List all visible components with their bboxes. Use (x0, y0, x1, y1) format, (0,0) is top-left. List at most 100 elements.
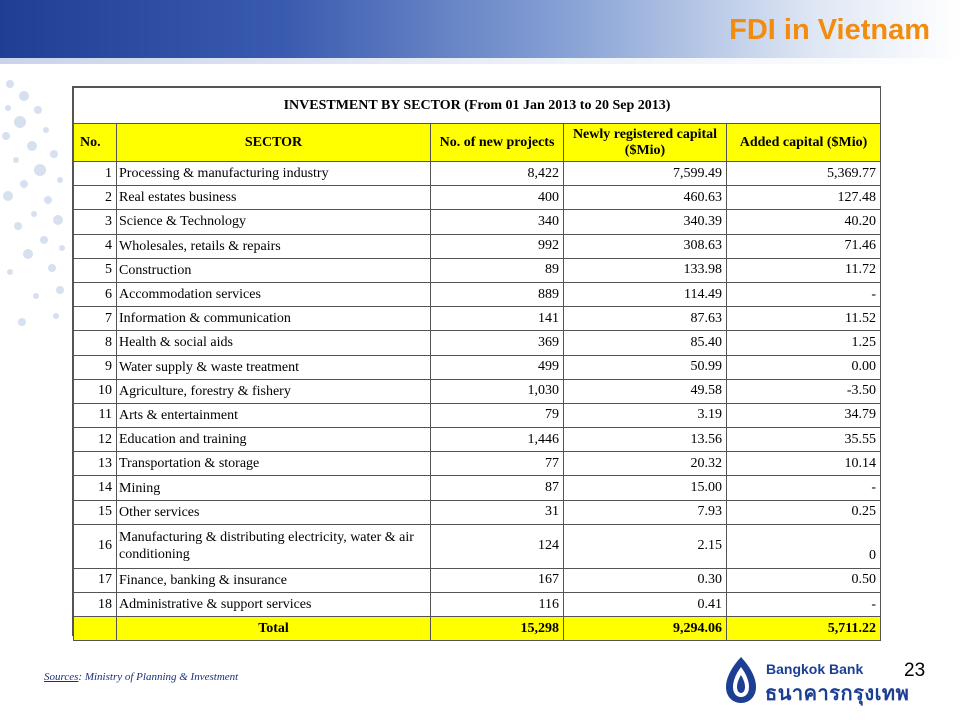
row-no: 14 (73, 475, 117, 501)
row-added-capital: 34.79 (726, 402, 881, 429)
row-registered-capital: 340.39 (563, 209, 727, 235)
row-sector: Agriculture, forestry & fishery (116, 378, 431, 404)
table-row: 5 Construction 89 133.98 11.72 (73, 257, 881, 283)
table-header-row: No. SECTOR No. of new projects Newly reg… (73, 123, 881, 162)
table-row: 2 Real estates business 400 460.63 127.48 (73, 185, 881, 211)
sources-label: Sources (44, 671, 79, 683)
row-registered-capital: 15.00 (563, 475, 727, 501)
row-registered-capital: 7,599.49 (563, 160, 727, 187)
row-sector: Education and training (116, 427, 431, 453)
row-new-projects: 889 (430, 281, 564, 308)
row-sector: Health & social aids (116, 330, 431, 356)
row-registered-capital: 50.99 (563, 354, 727, 380)
row-added-capital: - (726, 281, 881, 308)
row-new-projects: 141 (430, 306, 564, 332)
row-new-projects: 89 (430, 257, 564, 283)
row-registered-capital: 49.58 (563, 378, 727, 404)
row-no: 4 (73, 233, 117, 259)
row-added-capital: 0.00 (726, 354, 881, 380)
header-gradient-band (0, 0, 960, 58)
row-sector: Other services (116, 499, 431, 525)
table-caption-row: INVESTMENT BY SECTOR (From 01 Jan 2013 t… (73, 87, 881, 124)
row-no: 1 (73, 160, 117, 187)
row-sector: Manufacturing & distributing electricity… (116, 523, 431, 569)
row-added-capital: 35.55 (726, 427, 881, 453)
row-sector: Mining (116, 475, 431, 501)
row-no: 3 (73, 209, 117, 235)
row-sector: Finance, banking & insurance (116, 567, 431, 594)
row-sector: Administrative & support services (116, 591, 431, 618)
table-row: 7 Information & communication 141 87.63 11.5… (73, 306, 881, 332)
header-added-capital: Added capital ($Mio) (726, 123, 881, 162)
header-band-shadow (0, 58, 960, 64)
table-body: 1 Processing & manufacturing industry 8,42… (73, 160, 881, 618)
row-sector: Construction (116, 257, 431, 283)
decorative-dots (2, 80, 65, 326)
row-new-projects: 369 (430, 330, 564, 356)
row-no: 10 (73, 378, 117, 404)
table-row: 6 Accommodation services 889 114.49- (73, 281, 881, 308)
row-new-projects: 116 (430, 591, 564, 618)
row-registered-capital: 13.56 (563, 427, 727, 453)
row-no: 6 (73, 281, 117, 308)
row-new-projects: 31 (430, 499, 564, 525)
table-row: 11 Arts & entertainment 79 3.19 34.79 (73, 402, 881, 429)
slide-title: FDI in Vietnam (729, 14, 930, 46)
total-added: 5,711.22 (726, 616, 881, 642)
row-new-projects: 77 (430, 451, 564, 477)
row-sector: Transportation & storage (116, 451, 431, 477)
table-row: 9 Water supply & waste treatment 499 50.99 0… (73, 354, 881, 380)
row-registered-capital: 2.15 (563, 523, 727, 569)
row-registered-capital: 20.32 (563, 451, 727, 477)
row-no: 12 (73, 427, 117, 453)
row-registered-capital: 85.40 (563, 330, 727, 356)
table-row: 16 Manufacturing & distributing electrici… (73, 523, 881, 569)
row-registered-capital: 3.19 (563, 402, 727, 429)
row-sector: Arts & entertainment (116, 402, 431, 429)
row-sector: Science & Technology (116, 209, 431, 235)
row-sector: Accommodation services (116, 281, 431, 308)
row-new-projects: 167 (430, 567, 564, 594)
table-row: 13 Transportation & storage 77 20.32 10.14 (73, 451, 881, 477)
investment-table: INVESTMENT BY SECTOR (From 01 Jan 2013 t… (73, 87, 881, 642)
table-row: 1 Processing & manufacturing industry 8,42… (73, 160, 881, 187)
row-registered-capital: 460.63 (563, 185, 727, 211)
row-registered-capital: 87.63 (563, 306, 727, 332)
row-added-capital: 71.46 (726, 233, 881, 259)
table-row: 3 Science & Technology 340 340.39 40.20 (73, 209, 881, 235)
table-caption: INVESTMENT BY SECTOR (From 01 Jan 2013 t… (73, 87, 881, 124)
header-no: No. (73, 123, 117, 162)
row-added-capital: 10.14 (726, 451, 881, 477)
row-added-capital: 0 (726, 523, 881, 569)
row-no: 16 (73, 523, 117, 569)
investment-table-frame: INVESTMENT BY SECTOR (From 01 Jan 2013 t… (72, 86, 881, 642)
row-registered-capital: 133.98 (563, 257, 727, 283)
row-added-capital: 5,369.77 (726, 160, 881, 187)
logo-name-th: ธนาคารกรุงเทพ (765, 681, 910, 705)
row-no: 13 (73, 451, 117, 477)
row-registered-capital: 0.41 (563, 591, 727, 618)
row-sector: Wholesales, retails & repairs (116, 233, 431, 259)
table-row: 12 Education and training 1,446 13.56 35.55 (73, 427, 881, 453)
row-no: 2 (73, 185, 117, 211)
row-new-projects: 8,422 (430, 160, 564, 187)
row-sector: Real estates business (116, 185, 431, 211)
row-new-projects: 1,030 (430, 378, 564, 404)
table-row: 14 Mining 87 15.00- (73, 475, 881, 501)
row-added-capital: -3.50 (726, 378, 881, 404)
table-total-row: Total 15,298 9,294.06 5,711.22 (73, 616, 881, 642)
row-registered-capital: 114.49 (563, 281, 727, 308)
row-added-capital: 127.48 (726, 185, 881, 211)
total-registered: 9,294.06 (563, 616, 727, 642)
row-new-projects: 400 (430, 185, 564, 211)
total-label: Total (116, 616, 431, 642)
row-added-capital: 0.50 (726, 567, 881, 594)
row-added-capital: - (726, 591, 881, 618)
row-added-capital: 11.72 (726, 257, 881, 283)
row-added-capital: 11.52 (726, 306, 881, 332)
sources-note: Sources: Ministry of Planning & Investme… (44, 671, 238, 683)
row-no: 5 (73, 257, 117, 283)
row-new-projects: 1,446 (430, 427, 564, 453)
header-sector: SECTOR (116, 123, 431, 162)
row-sector: Information & communication (116, 306, 431, 332)
